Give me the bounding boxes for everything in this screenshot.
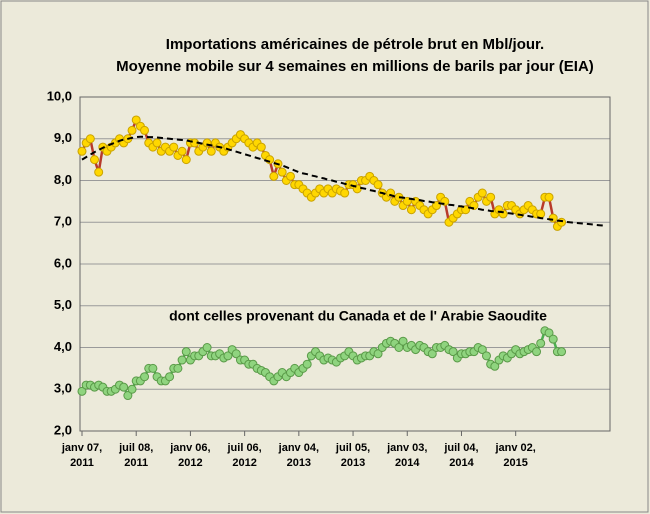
data-point xyxy=(140,125,150,135)
data-point xyxy=(277,167,287,177)
x-tick-label: janv 06, 2012 xyxy=(170,442,211,469)
data-point xyxy=(181,347,191,357)
data-point xyxy=(398,336,408,346)
data-point xyxy=(85,134,95,144)
data-point xyxy=(557,217,567,227)
y-tick-label: 9,0 xyxy=(54,130,72,145)
data-point xyxy=(127,384,137,394)
data-point xyxy=(169,142,179,152)
data-point xyxy=(177,355,187,365)
x-tick-label: juil 04, 2014 xyxy=(444,442,479,469)
data-point xyxy=(152,138,162,148)
data-point xyxy=(231,349,241,359)
data-point xyxy=(223,351,233,361)
data-point xyxy=(406,205,416,215)
data-point xyxy=(173,363,183,373)
y-tick-label: 6,0 xyxy=(54,255,72,270)
data-point xyxy=(90,155,100,165)
data-point xyxy=(448,347,458,357)
x-tick-label: janv 02, 2015 xyxy=(495,442,536,469)
data-point xyxy=(490,361,500,371)
y-tick-label: 5,0 xyxy=(54,297,72,312)
data-point xyxy=(165,372,175,382)
data-point xyxy=(302,359,312,369)
data-point xyxy=(94,167,104,177)
chart-title: Importations américaines de pétrole brut… xyxy=(166,36,544,53)
data-point xyxy=(123,391,133,401)
data-point xyxy=(206,146,216,156)
y-tick-label: 2,0 xyxy=(54,422,72,437)
x-tick-label: juil 05, 2013 xyxy=(335,442,371,469)
data-point xyxy=(544,192,554,202)
y-tick-label: 8,0 xyxy=(54,172,72,187)
x-tick-label: juil 08, 2011 xyxy=(119,442,154,469)
data-point xyxy=(544,328,554,338)
data-point xyxy=(477,188,487,198)
data-point xyxy=(548,334,558,344)
data-point xyxy=(269,171,279,181)
data-point xyxy=(177,146,187,156)
data-point xyxy=(477,345,487,355)
x-tick-label: juil 06, 2012 xyxy=(227,442,262,469)
data-point xyxy=(181,155,191,165)
plot-border xyxy=(79,96,611,432)
y-tick-label: 4,0 xyxy=(54,339,72,354)
data-point xyxy=(202,343,212,352)
data-point xyxy=(119,382,129,392)
y-tick-label: 3,0 xyxy=(54,381,72,396)
annotation: dont celles provenant du Canada et de l'… xyxy=(169,308,547,324)
data-point xyxy=(286,171,295,181)
data-point xyxy=(486,192,496,202)
x-tick-label: janv 04, 2013 xyxy=(278,442,319,469)
data-point xyxy=(131,115,141,125)
data-point xyxy=(427,349,437,359)
y-tick-label: 7,0 xyxy=(54,214,72,229)
x-tick-label: janv 07, 2011 xyxy=(61,442,103,469)
data-point xyxy=(373,180,383,190)
chart-subtitle: Moyenne mobile sur 4 semaines en million… xyxy=(116,58,594,75)
data-point xyxy=(373,349,383,359)
x-tick-label: janv 03, 2014 xyxy=(387,442,428,469)
data-point xyxy=(256,142,266,152)
data-point xyxy=(532,347,542,357)
data-point xyxy=(536,338,546,348)
y-tick-label: 10,0 xyxy=(47,88,72,103)
data-point xyxy=(557,347,567,357)
data-point xyxy=(148,363,158,373)
data-point xyxy=(340,188,350,198)
data-point xyxy=(140,372,150,382)
data-point xyxy=(127,125,137,135)
data-point xyxy=(77,386,87,396)
series-line xyxy=(81,135,604,227)
data-point xyxy=(548,213,558,223)
data-point xyxy=(481,351,491,361)
data-point xyxy=(77,146,87,156)
